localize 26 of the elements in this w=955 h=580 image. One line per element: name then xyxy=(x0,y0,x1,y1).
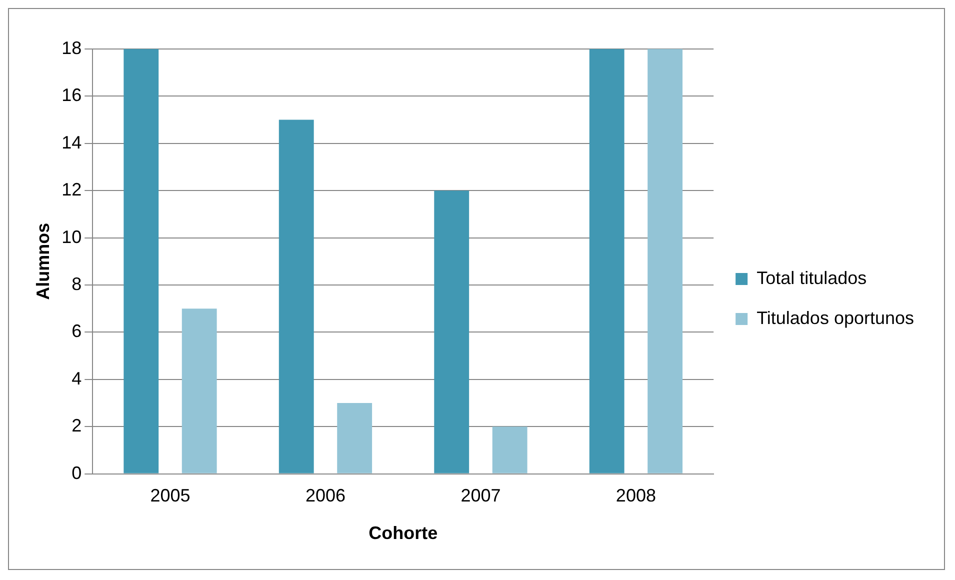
legend-label: Total titulados xyxy=(756,268,867,288)
y-axis-title: Alumnos xyxy=(32,222,53,300)
y-tick-label: 8 xyxy=(72,274,82,294)
y-tick-label: 4 xyxy=(72,368,82,388)
bar xyxy=(182,308,217,474)
legend-label: Titulados oportunos xyxy=(756,308,914,328)
x-tick-label: 2008 xyxy=(616,486,656,506)
x-tick-label: 2007 xyxy=(460,486,501,506)
bar xyxy=(337,403,372,474)
bar xyxy=(589,49,624,474)
bar xyxy=(278,120,314,474)
bar xyxy=(434,190,470,474)
x-tick-label: 2005 xyxy=(150,486,190,506)
y-tick-label: 18 xyxy=(62,38,82,58)
x-tick-label: 2006 xyxy=(305,486,346,506)
bar xyxy=(124,49,159,474)
y-tick-label: 16 xyxy=(62,85,82,106)
y-tick-label: 6 xyxy=(72,321,82,342)
bar xyxy=(492,426,528,474)
y-tick-label: 10 xyxy=(62,226,82,247)
y-tick-label: 0 xyxy=(72,462,82,483)
y-tick-label: 2 xyxy=(72,416,82,436)
y-tick-label: 12 xyxy=(62,180,82,200)
bar xyxy=(648,49,683,474)
y-tick-label: 14 xyxy=(62,132,82,152)
x-axis-title: Cohorte xyxy=(368,523,438,544)
